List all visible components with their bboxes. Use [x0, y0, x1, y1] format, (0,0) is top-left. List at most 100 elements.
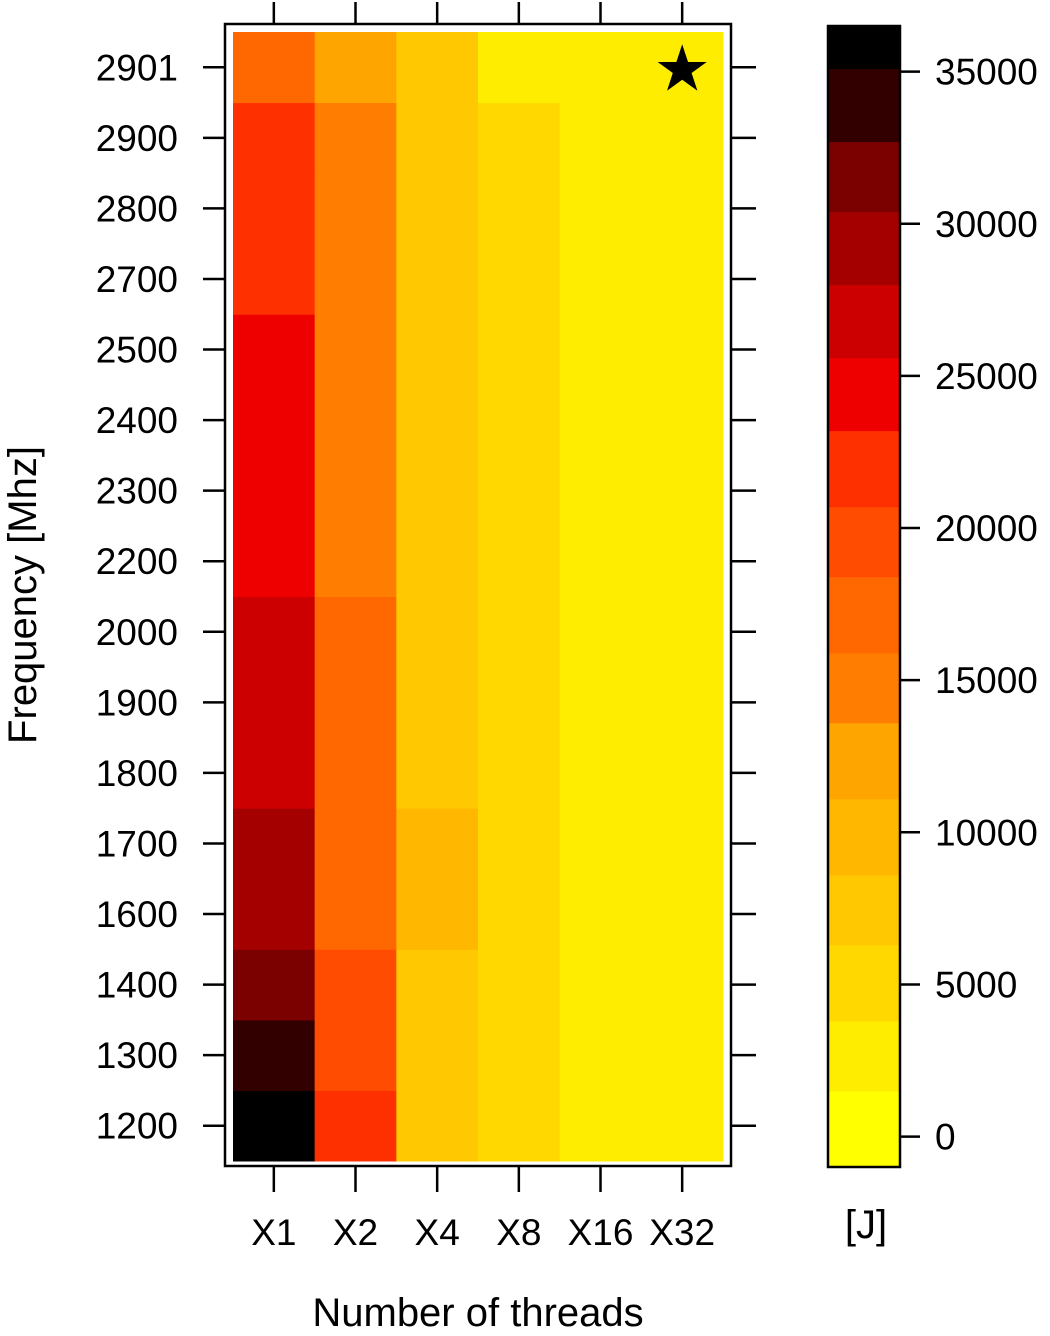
heatmap-cell-2700-X1: [233, 243, 316, 315]
y-tick-label: 2800: [96, 188, 178, 229]
colorbar-frame: [826, 24, 902, 1169]
heatmap-cell-1300-X8: [478, 1019, 561, 1091]
heatmap-cell-2800-X1: [233, 173, 316, 245]
y-tick-label: 2700: [96, 259, 178, 300]
y-tick-label: 2500: [96, 330, 178, 371]
heatmap-cell-2900-X4: [396, 102, 479, 174]
colorbar-bin: [828, 1090, 900, 1168]
optimum-star-marker: ★: [653, 32, 710, 104]
heatmap-cell-1800-X4: [396, 737, 479, 809]
heatmap-cell-2000-X32: [641, 596, 724, 668]
heatmap-cell-2901-X4: [396, 32, 479, 104]
heatmap-cell-2901-X1: [233, 32, 316, 104]
heatmap-cell-2900-X2: [314, 102, 397, 174]
heatmap-cell-2901-X16: [559, 32, 642, 104]
heatmap-cell-2500-X4: [396, 314, 479, 386]
heatmap-cell-2200-X16: [559, 525, 642, 597]
heatmap-cell-1800-X2: [314, 737, 397, 809]
y-tick-label: 2200: [96, 541, 178, 582]
y-axis-label: Frequency [Mhz]: [1, 446, 45, 744]
y-axis: 1200 1300 1400 1600 1700 1800 1900 2000 2200 2300…: [96, 47, 756, 1147]
heatmap-cell-2400-X1: [233, 384, 316, 456]
heatmap-cell-1300-X1: [233, 1019, 316, 1091]
heatmap-cell-2800-X8: [478, 173, 561, 245]
heatmap-cell-2700-X32: [641, 243, 724, 315]
heatmap-cell-2000-X16: [559, 596, 642, 668]
colorbar-label: [J]: [845, 1203, 887, 1247]
heatmap-cell-1400-X8: [478, 949, 561, 1021]
colorbar-bin: [828, 430, 900, 508]
heatmap-cell-1300-X32: [641, 1019, 724, 1091]
heatmap-cell-2800-X32: [641, 173, 724, 245]
heatmap-cell-2900-X16: [559, 102, 642, 174]
heatmap-cell-2400-X16: [559, 384, 642, 456]
x-tick-label: X8: [496, 1212, 541, 1253]
heatmap-cell-2400-X8: [478, 384, 561, 456]
colorbar-bin: [828, 68, 900, 143]
y-tick-label: 1600: [96, 894, 178, 935]
heatmap-cell-1700-X1: [233, 808, 316, 880]
heatmap-cell-1200-X1: [233, 1090, 316, 1162]
heatmap-cell-1700-X32: [641, 808, 724, 880]
heatmap-cell-1300-X16: [559, 1019, 642, 1091]
heatmap-cell-1200-X16: [559, 1090, 642, 1162]
heatmap-cells: [233, 32, 724, 1162]
y-tick-label: 1400: [96, 965, 178, 1006]
colorbar-bin: [828, 576, 900, 654]
colorbar-bin: [828, 211, 900, 286]
heatmap-cell-1300-X4: [396, 1019, 479, 1091]
x-tick-label: X16: [568, 1212, 634, 1253]
heatmap-cell-1300-X2: [314, 1019, 397, 1091]
heatmap-cell-2500-X16: [559, 314, 642, 386]
heatmap-cell-1900-X16: [559, 667, 642, 739]
heatmap-cell-1600-X4: [396, 878, 479, 950]
heatmap-cell-2800-X4: [396, 173, 479, 245]
heatmap-cell-2000-X8: [478, 596, 561, 668]
heatmap-cell-1600-X8: [478, 878, 561, 950]
heatmap-cell-1700-X4: [396, 808, 479, 880]
heatmap-cell-2200-X2: [314, 525, 397, 597]
heatmap-cell-1800-X16: [559, 737, 642, 809]
colorbar-bin: [828, 357, 900, 432]
colorbar-axis: 0 5000 10000 15000 20000 25000 30000 35000: [900, 52, 1038, 1158]
heatmap-cell-1400-X32: [641, 949, 724, 1021]
heatmap-cell-2901-X2: [314, 32, 397, 104]
heatmap-cell-2300-X4: [396, 455, 479, 527]
heatmap-cell-2300-X2: [314, 455, 397, 527]
heatmap-cell-1600-X16: [559, 878, 642, 950]
heatmap-cell-1800-X32: [641, 737, 724, 809]
colorbar-bin: [828, 652, 900, 724]
heatmap-cell-2200-X32: [641, 525, 724, 597]
plot-frame: [223, 22, 733, 1168]
heatmap-cell-2400-X2: [314, 384, 397, 456]
colorbar: [828, 26, 900, 1168]
heatmap-cell-1900-X32: [641, 667, 724, 739]
colorbar-bin: [828, 506, 900, 578]
colorbar-bin: [828, 141, 900, 213]
heatmap-cell-2901-X32: [641, 32, 724, 104]
y-tick-label: 1800: [96, 753, 178, 794]
y-tick-label: 1200: [96, 1106, 178, 1147]
heatmap-cell-1600-X1: [233, 878, 316, 950]
colorbar-tick-label: 5000: [935, 964, 1017, 1005]
heatmap-cell-2500-X32: [641, 314, 724, 386]
y-tick-label: 1700: [96, 823, 178, 864]
heatmap-cell-2400-X32: [641, 384, 724, 456]
y-tick-label: 2901: [96, 47, 178, 88]
heatmap-cell-2300-X8: [478, 455, 561, 527]
heatmap-cell-2900-X1: [233, 102, 316, 174]
x-tick-label: X32: [649, 1212, 715, 1253]
colorbar-tick-label: 10000: [935, 812, 1038, 853]
heatmap-cell-1200-X4: [396, 1090, 479, 1162]
heatmap-cell-1400-X1: [233, 949, 316, 1021]
y-tick-label: 2000: [96, 612, 178, 653]
colorbar-bin: [828, 1020, 900, 1092]
heatmap-cell-1600-X32: [641, 878, 724, 950]
heatmap-cell-2000-X4: [396, 596, 479, 668]
colorbar-tick-label: 15000: [935, 660, 1038, 701]
heatmap-cell-2500-X1: [233, 314, 316, 386]
heatmap-cell-2400-X4: [396, 384, 479, 456]
heatmap-cell-2500-X8: [478, 314, 561, 386]
heatmap-cell-1900-X1: [233, 667, 316, 739]
